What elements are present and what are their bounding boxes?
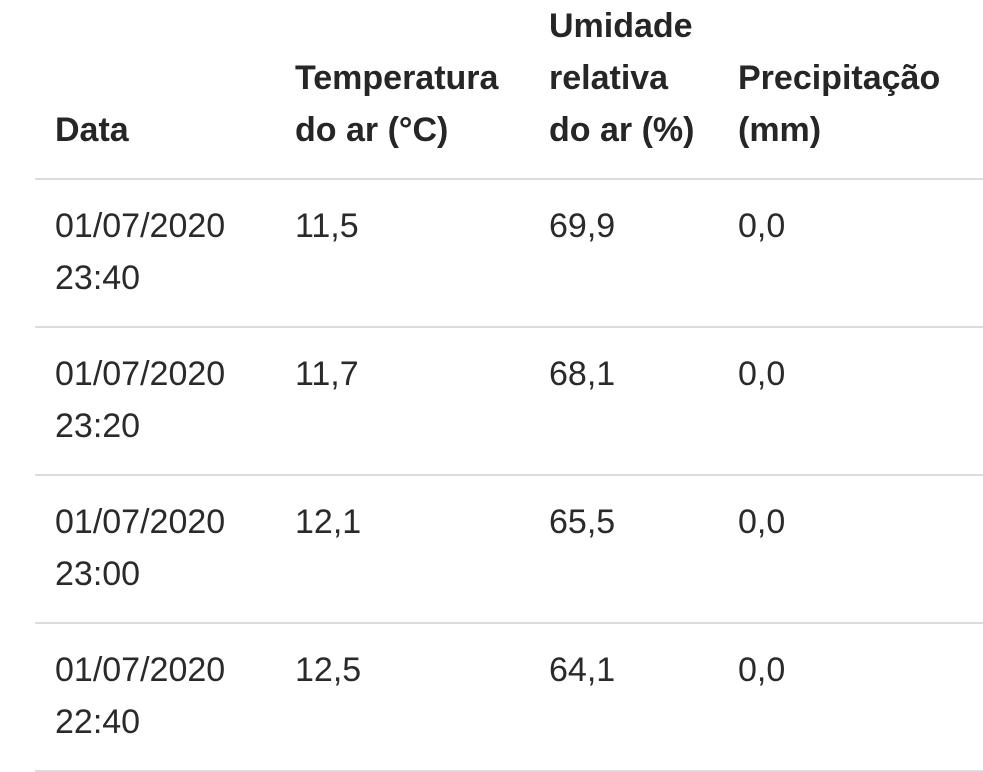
column-header: Data	[35, 0, 275, 180]
table-head: Data Temperatura do ar (°C) Umidade relati…	[35, 0, 983, 180]
value-cell: 0,0	[718, 327, 983, 476]
value-cell: 11,7	[275, 327, 529, 476]
table-body: 01/07/2020 23:40 11,5 69,9 0,0 01/07/2020 23…	[35, 179, 983, 772]
value-cell: 12,1	[275, 475, 529, 624]
value-cell: 0,0	[718, 475, 983, 624]
value-cell: 69,9	[529, 179, 718, 328]
value-cell: 65,5	[529, 475, 718, 624]
value-cell: 68,1	[529, 327, 718, 476]
column-header: Umidade relativa do ar (%)	[529, 0, 718, 180]
table-row: 01/07/2020 23:40 11,5 69,9 0,0	[35, 179, 983, 328]
date-cell: 01/07/2020 22:40	[35, 623, 275, 772]
column-header: Precipitação (mm)	[718, 0, 983, 180]
date-cell: 01/07/2020 23:00	[35, 475, 275, 624]
value-cell: 12,5	[275, 623, 529, 772]
value-cell: 64,1	[529, 623, 718, 772]
table-row: 01/07/2020 22:40 12,5 64,1 0,0	[35, 623, 983, 772]
date-cell: 01/07/2020 23:40	[35, 179, 275, 328]
value-cell: 0,0	[718, 179, 983, 328]
header-row: Data Temperatura do ar (°C) Umidade relati…	[35, 0, 983, 180]
column-header: Temperatura do ar (°C)	[275, 0, 529, 180]
weather-table: Data Temperatura do ar (°C) Umidade relati…	[35, 0, 983, 772]
value-cell: 0,0	[718, 623, 983, 772]
table-row: 01/07/2020 23:00 12,1 65,5 0,0	[35, 475, 983, 624]
date-cell: 01/07/2020 23:20	[35, 327, 275, 476]
value-cell: 11,5	[275, 179, 529, 328]
table-row: 01/07/2020 23:20 11,7 68,1 0,0	[35, 327, 983, 476]
